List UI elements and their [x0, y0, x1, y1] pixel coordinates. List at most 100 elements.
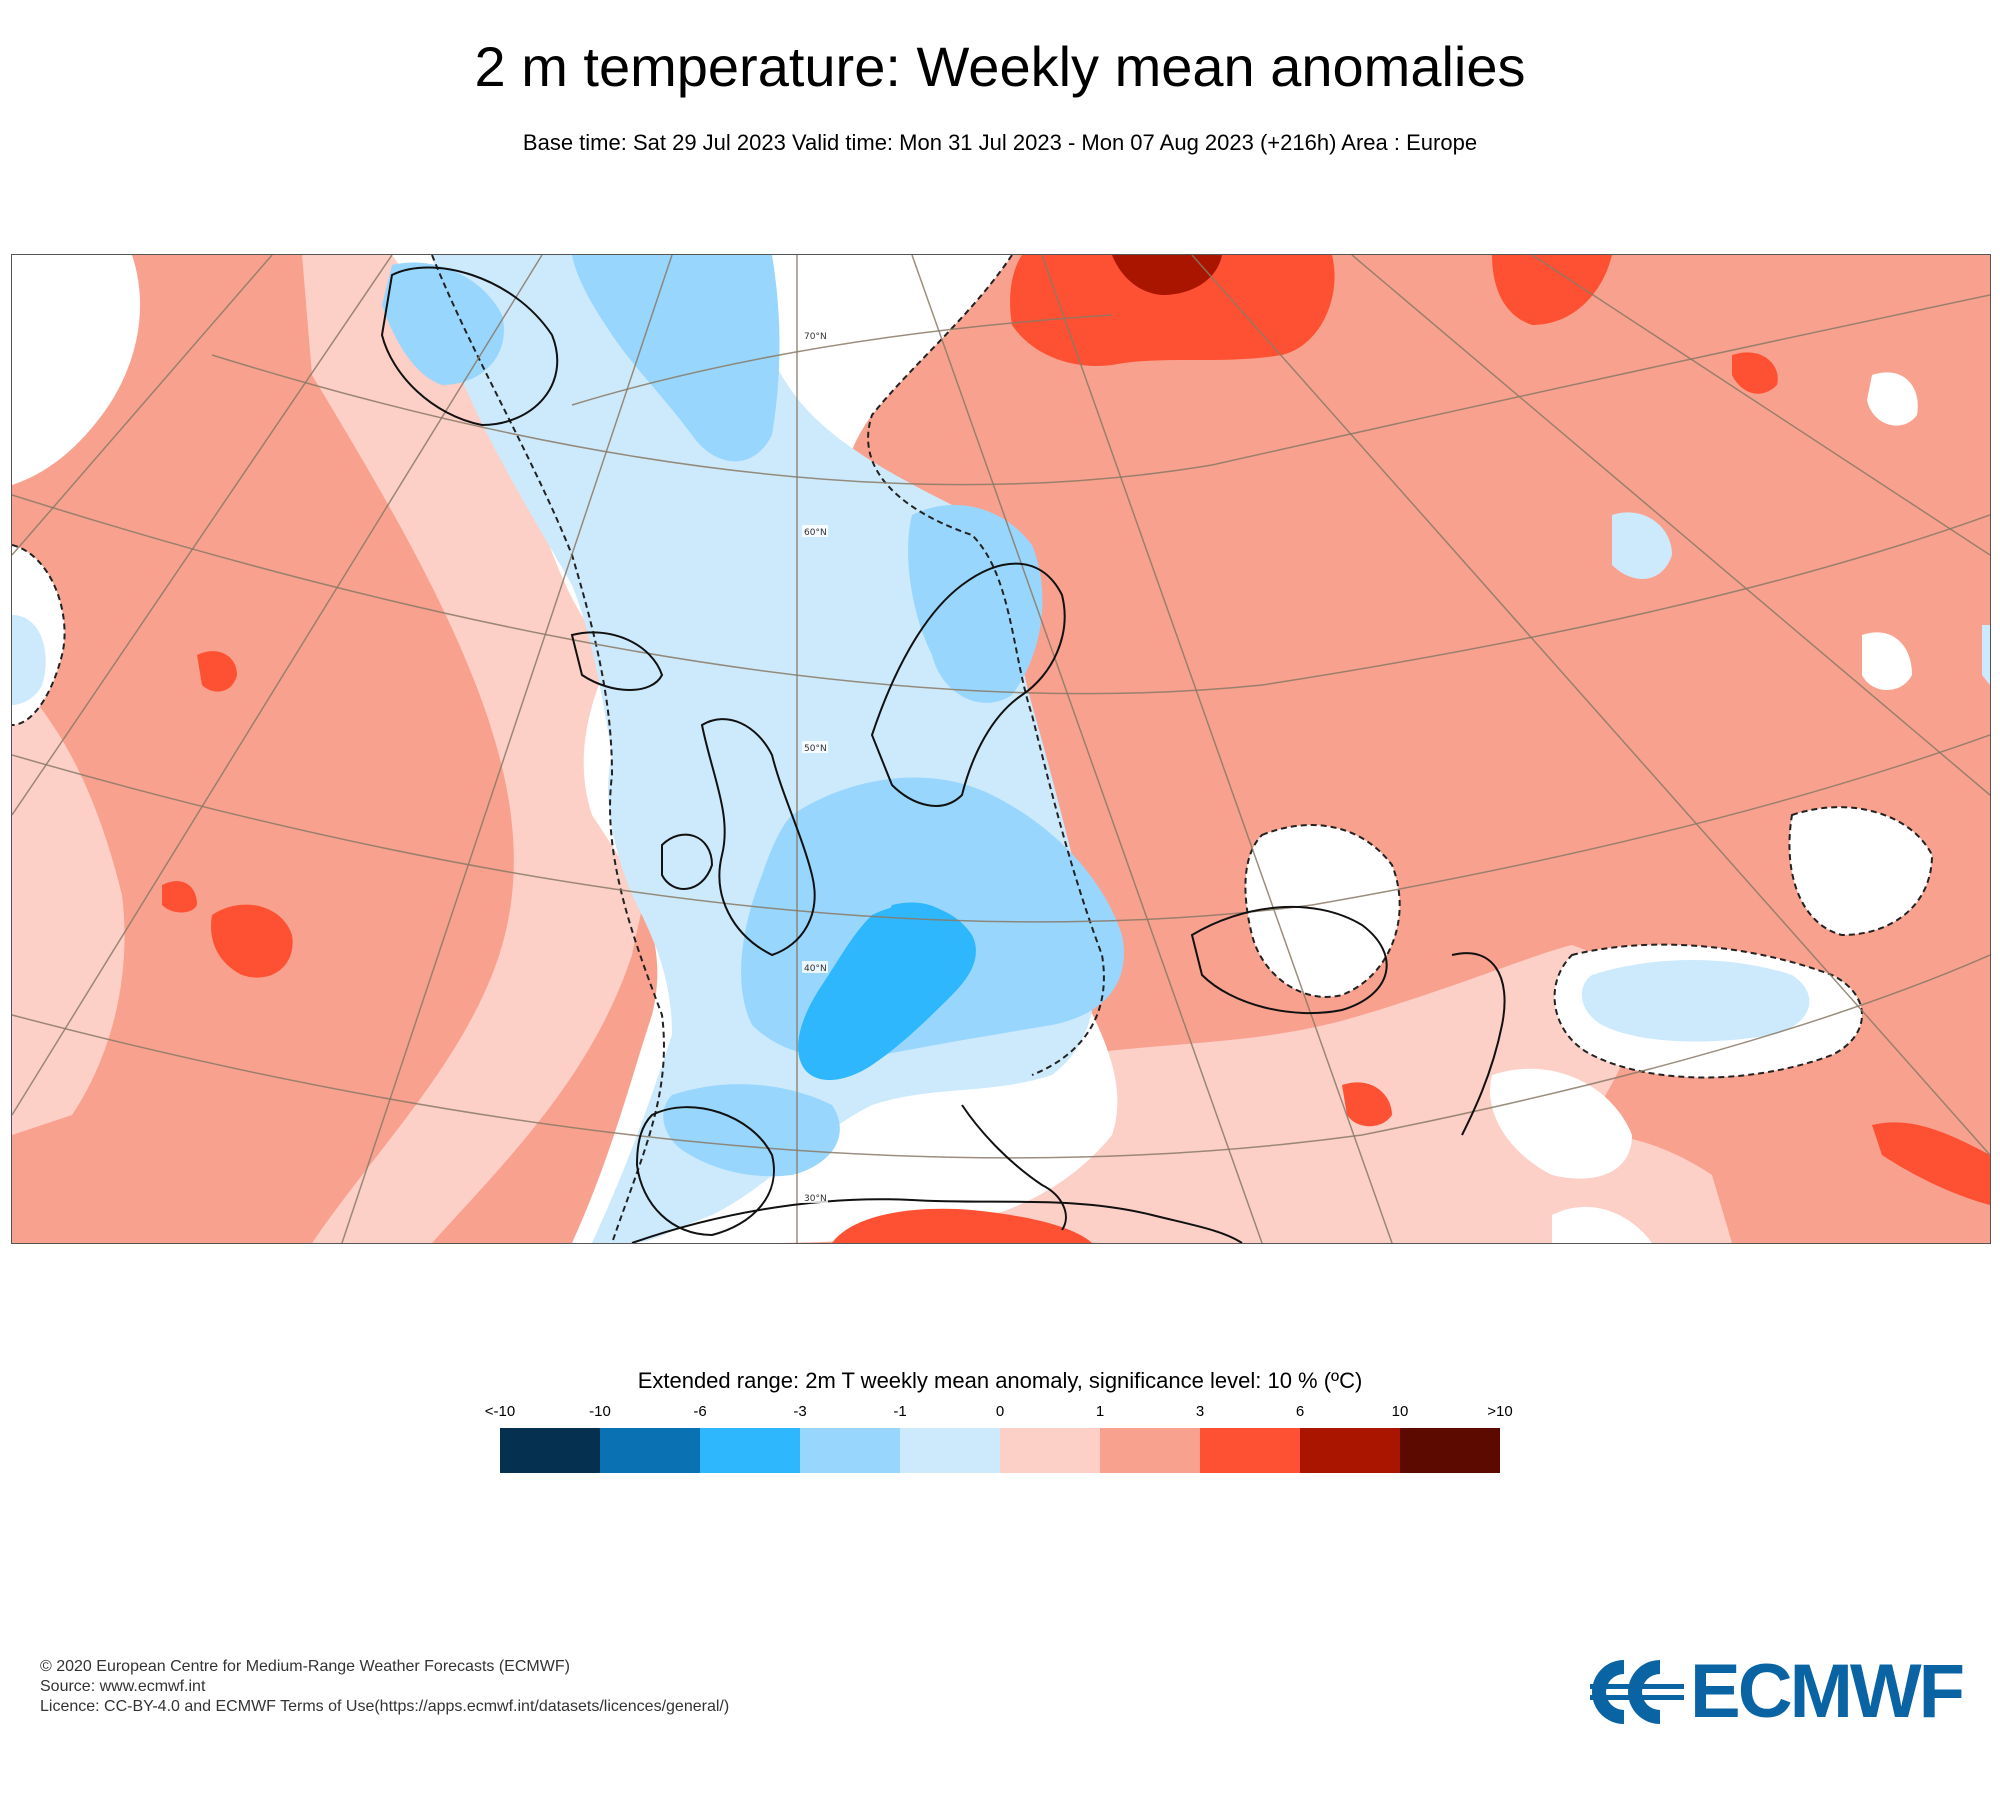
neutral-northwest: [12, 255, 141, 485]
coast-caspian: [1451, 952, 1506, 1136]
legend-swatch: [1200, 1428, 1300, 1473]
coastlines: [380, 266, 1506, 1243]
meridian-w3: [12, 255, 393, 816]
strong-warm-atlantic-2: [197, 651, 237, 692]
ecmwf-logo-icon: [1590, 1660, 1684, 1724]
strong-warm-russia-north: [1010, 255, 1335, 366]
meridian-e1: [911, 255, 1263, 1243]
neutral-black-sea: [1245, 825, 1400, 997]
strong-warm-atlantic-3: [162, 881, 197, 913]
neutral-northeast-patch: [1867, 372, 1918, 426]
strong-cold-regions: [798, 902, 976, 1080]
lat-label-40: 40°N: [804, 964, 827, 974]
lat-label-bg-70: [802, 329, 828, 341]
strong-warm-southeast-edge: [1872, 1122, 1990, 1205]
footer-copyright: © 2020 European Centre for Medium-Range …: [40, 1658, 570, 1675]
light-cold-ural-patch: [1612, 512, 1672, 579]
neutral-caspian: [1789, 807, 1932, 935]
coast-scandinavia: [870, 562, 1066, 807]
medium-cold-scandinavia: [908, 505, 1043, 703]
coast-north-africa: [631, 1198, 1243, 1243]
legend-tick-label: -6: [693, 1403, 707, 1420]
very-strong-warm-core: [1112, 255, 1222, 295]
neutral-arabia: [1490, 1068, 1632, 1179]
light-warm-west-edge: [12, 675, 125, 1135]
legend-tick-label: <-10: [484, 1403, 516, 1420]
legend-swatch: [800, 1428, 900, 1473]
page-subtitle: Base time: Sat 29 Jul 2023 Valid time: M…: [522, 130, 1478, 155]
medium-cold-greenland-sea: [572, 255, 780, 462]
lat-label-50: 50°N: [804, 744, 827, 754]
latitude-labels: 70°N 60°N 50°N 40°N 30°N: [802, 329, 828, 1204]
contour-black-sea: [1244, 824, 1401, 998]
strong-warm-sahara: [832, 1208, 1092, 1243]
anomaly-map: 70°N 60°N 50°N 40°N 30°N: [11, 254, 1991, 1244]
coast-iberia: [635, 1106, 775, 1237]
medium-cold-greenland: [382, 262, 504, 385]
meridian-w4: [12, 255, 273, 556]
contour-west: [431, 255, 665, 1243]
legend-swatch: [900, 1428, 1000, 1473]
legend-colorbar: [500, 1428, 1500, 1473]
legend-swatch: [1300, 1428, 1400, 1473]
legend-swatch: [600, 1428, 700, 1473]
contour-greenland-edge: [12, 544, 66, 726]
longitude-lines: [12, 255, 1990, 1243]
meridian-e4: [1351, 255, 1990, 796]
light-cold-east-edge: [1982, 625, 1990, 685]
meridian-e5: [1531, 255, 1990, 556]
legend-swatch: [1000, 1428, 1100, 1473]
footer-licence: Licence: CC-BY-4.0 and ECMWF Terms of Us…: [40, 1698, 730, 1715]
footer-source: Source: www.ecmwf.int: [40, 1678, 206, 1695]
legend-swatch: [1100, 1428, 1200, 1473]
latitude-lines: [12, 294, 1990, 1159]
lat-line-40: [12, 734, 1990, 923]
legend-tick-label: 3: [1195, 1403, 1205, 1420]
lat-label-bg-60: [802, 525, 828, 537]
coast-iceland: [570, 631, 664, 691]
lat-line-70: [571, 314, 1113, 406]
light-warm-mediterranean: [983, 945, 1652, 1243]
legend-tick-label: 1: [1095, 1403, 1105, 1420]
map-canvas: 70°N 60°N 50°N 40°N 30°N: [12, 255, 1990, 1243]
legend-swatch: [1400, 1428, 1500, 1473]
lat-label-bg-40: [802, 961, 828, 973]
light-cold-middle-east: [1581, 960, 1810, 1042]
meridian-e3: [1191, 255, 1990, 1156]
legend-tick-label: 0: [995, 1403, 1005, 1420]
ecmwf-logo-text: ECMWF: [1690, 1649, 1965, 1734]
lat-label-bg-50: [802, 741, 828, 753]
legend-tick-label: -10: [589, 1403, 611, 1420]
legend-tick-label: 6: [1295, 1403, 1305, 1420]
strong-warm-atlantic-1: [211, 904, 293, 978]
strong-warm-regions: [162, 255, 1990, 1243]
footer: © 2020 European Centre for Medium-Range …: [40, 1657, 729, 1717]
neutral-south: [1552, 1206, 1652, 1243]
legend-tick-label: -1: [893, 1403, 907, 1420]
coast-greenland: [380, 266, 559, 427]
meridian-e2: [1041, 255, 1393, 1243]
coast-british-isles: [700, 718, 816, 957]
lat-line-30: [12, 954, 1990, 1159]
legend-tick-label: 10: [1391, 1403, 1409, 1420]
coast-ireland: [661, 833, 714, 890]
legend-swatch: [700, 1428, 800, 1473]
lat-label-60: 60°N: [804, 528, 827, 538]
page-title: 2 m temperature: Weekly mean anomalies: [474, 35, 1526, 98]
strong-warm-north-east: [1492, 255, 1612, 325]
strong-cold-germany: [888, 902, 972, 986]
contour-caspian: [1788, 806, 1934, 937]
strong-warm-east-patch: [1732, 352, 1778, 394]
lat-label-30: 30°N: [804, 1194, 827, 1204]
legend-ticks: <-10 -10 -6 -3 -1 0 1 3 6 10 >10: [485, 1403, 1513, 1423]
lat-label-bg-30: [802, 1191, 828, 1203]
strong-warm-balkans: [1342, 1082, 1392, 1127]
meridian-w1: [341, 255, 673, 1243]
lat-label-70: 70°N: [804, 332, 827, 342]
ecmwf-logo: ECMWF: [1588, 1652, 1968, 1732]
contour-middle-east: [1553, 943, 1863, 1079]
legend-title: Extended range: 2m T weekly mean anomaly…: [637, 1368, 1363, 1393]
legend-tick-label: -3: [793, 1403, 807, 1420]
significance-contours: [12, 255, 1934, 1243]
legend-swatch: [500, 1428, 600, 1473]
